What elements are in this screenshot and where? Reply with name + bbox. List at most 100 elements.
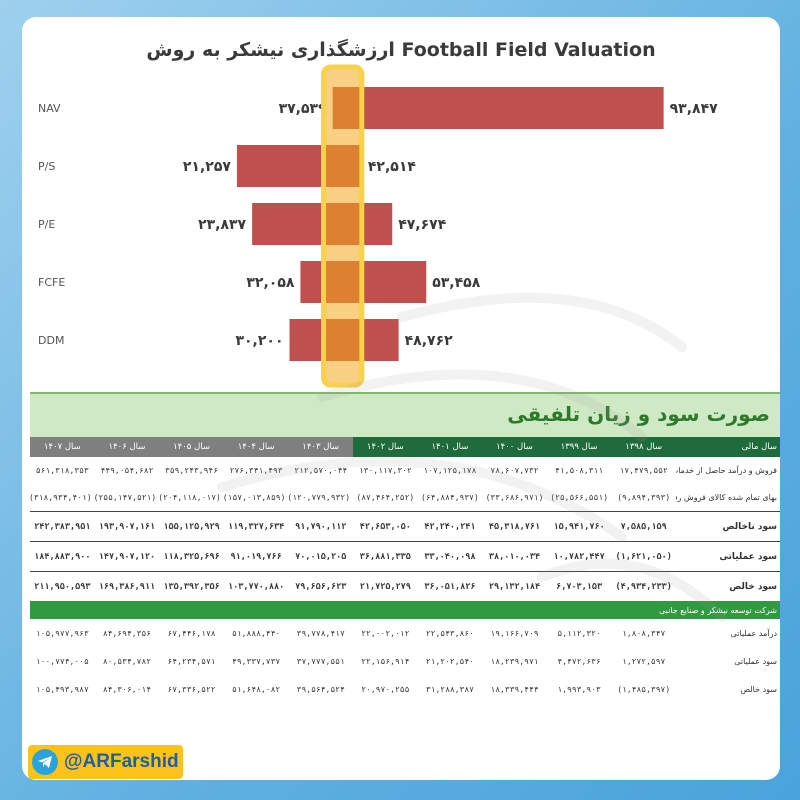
cell-value: ۱۷,۴۷۹,۵۵۲ [619,466,668,475]
cell-value: ۲۴۲,۳۸۳,۹۵۱ [30,511,95,542]
cell-value: ۶,۷۰۳,۱۵۳ [546,571,612,601]
cell-value: ۲۱,۲۰۲,۵۴۰ [425,656,474,666]
cell-value: ۵,۱۱۲,۳۲۰ [557,628,601,638]
cell-value: (۱,۴۸۵,۳۹۷) [617,684,671,694]
table-row: بهای تمام شده کالای فروش رفته (۹,۸۹۴,۳۹۳)… [30,484,780,512]
row-label: سود خالص [676,571,780,601]
cell-value: (۱,۶۲۱,۰۵۰) [611,541,676,572]
category-label: P/S [38,160,55,173]
cell-value: ۳۶,۸۸۱,۳۳۵ [353,541,418,572]
low-value-label: ۳۷,۵۳۹ [279,101,327,117]
row-label: سود عملیاتی [676,541,780,572]
cell-value: ۱۰۰,۷۷۴,۰۰۵ [35,656,89,666]
cell-value: ۱۸,۳۳۹,۴۴۴ [490,684,539,694]
cell-value: ۴۲,۶۵۳,۰۵۰ [353,511,418,542]
cell-value: ۴۵,۳۱۸,۷۶۱ [482,511,547,542]
cell-value: ۱۴۷,۹۰۷,۱۲۰ [94,541,160,572]
cell-value: ۱۰۳,۷۷۰,۸۸۰ [223,571,289,601]
table-row: سود خالص (۴,۹۳۴,۲۳۳) ۶,۷۰۳,۱۵۳ ۲۹,۱۳۲,۱۸۴ ۳۶… [30,571,780,601]
channel-handle-text: @ARFarshid [64,751,179,772]
cell-value: ۱۵۵,۱۲۵,۹۲۹ [159,511,224,542]
year-header: سال ۱۴۰۴ [223,437,289,457]
year-header-row: سال مالی سال ۱۳۹۸ سال ۱۳۹۹ سال ۱۴۰۰ سال ۱۴۰… [30,437,780,457]
highlight-band [321,64,365,388]
cell-value: ۲۷۶,۳۴۱,۴۹۳ [229,466,283,475]
category-label: FCFE [38,276,65,289]
cell-value: ۱۹,۱۶۶,۷۰۹ [490,628,539,638]
table-row: فروش و درآمد حاصل از خدمات ۱۷,۴۷۹,۵۵۲ ۴۱,۵… [30,457,780,484]
cell-value: ۸۰,۵۳۴,۷۸۲ [102,656,152,666]
cell-value: ۲۱,۷۲۵,۲۷۹ [353,571,418,601]
cell-value: ۵۱,۸۸۸,۴۴۰ [232,628,281,638]
cell-value: ۱۳۰,۱۱۷,۳۰۲ [358,466,412,475]
cell-value: ۵۱,۶۴۸,۰۸۲ [232,684,281,694]
subsidiary-title: شرکت توسعه نیشکر و صنایع جانبی [30,601,780,619]
income-statement-table: سال مالی سال ۱۳۹۸ سال ۱۳۹۹ سال ۱۴۰۰ سال ۱۴۰… [30,437,780,703]
table-row: سود خالص (۱,۴۸۵,۳۹۷) ۱,۹۹۳,۹۰۳ ۱۸,۳۳۹,۴۴۴ ۳۱… [30,675,780,703]
cell-value: ۳۸,۰۱۰,۰۳۴ [482,541,547,572]
year-header: سال ۱۴۰۵ [159,437,224,457]
cell-value: ۲۲,۱۵۶,۹۱۴ [361,656,410,666]
table-row: سود عملیاتی (۱,۶۲۱,۰۵۰) ۱۰,۷۸۲,۴۴۷ ۳۸,۰۱۰,۰… [30,541,780,572]
cell-value: ۱۱۹,۳۲۷,۶۳۴ [223,511,289,542]
cell-value: ۳۹,۷۷۸,۴۱۷ [296,628,345,638]
income-statement: صورت سود و زیان تلفیقی سال مالی سال ۱۳۹۸… [30,392,780,703]
year-header: سال ۱۴۰۳ [288,437,354,457]
chart-title: ارزشگذاری نیشکر به روش Football Field Va… [146,39,656,61]
cell-value: ۸۴,۶۹۴,۳۵۶ [102,628,152,638]
cell-value: ۱,۹۹۳,۹۰۳ [557,684,601,694]
high-value-label: ۴۷,۶۷۴ [398,217,446,233]
cell-value: ۷۰,۰۱۵,۲۰۵ [288,541,354,572]
low-value-label: ۲۱,۲۵۷ [183,159,231,175]
cell-value: ۱۳۵,۳۹۲,۳۵۶ [159,571,224,601]
cell-value: ۱۸۴,۸۸۳,۹۰۰ [30,541,95,572]
cell-value: (۲۵,۵۶۶,۵۵۱) [550,493,609,502]
cell-value: (۳۳,۶۸۶,۹۷۱) [485,493,544,502]
income-statement-title: صورت سود و زیان تلفیقی [507,402,770,426]
cell-value: ۴۴۹,۰۵۴,۶۸۲ [100,466,154,475]
card: ارزشگذاری نیشکر به روش Football Field Va… [22,17,780,780]
cell-value: ۲۰,۹۷۰,۲۵۵ [361,684,410,694]
row-label: فروش و درآمد حاصل از خدمات [676,466,777,475]
cell-value: (۱۲۰,۷۷۹,۹۳۲) [288,493,351,502]
cell-value: ۱۱۸,۳۲۵,۶۹۶ [159,541,224,572]
cell-value: ۲۹,۱۳۲,۱۸۴ [482,571,547,601]
cell-value: ۳۷,۷۷۷,۵۵۱ [296,656,345,666]
row-label: سود ناخالص [676,511,780,542]
cell-value: ۴۱,۵۰۸,۳۱۱ [555,466,604,475]
range-bar-nav [332,87,664,129]
cell-value: ۷۹,۶۵۶,۶۲۳ [288,571,354,601]
year-header: سال ۱۴۰۰ [482,437,547,457]
cell-value: ۶۷,۳۳۶,۵۲۲ [167,684,216,694]
cell-value: (۹,۸۹۴,۳۹۳) [617,493,671,502]
cell-value: ۱۰۵,۴۹۳,۹۸۷ [35,684,89,694]
category-label: P/E [38,218,55,231]
row-label: سود خالص [740,684,777,694]
cell-value: ۶۷,۴۴۶,۱۷۸ [167,628,216,638]
cell-value: ۹۱,۷۹۰,۱۱۲ [288,511,354,542]
table-row: سود ناخالص ۷,۵۸۵,۱۵۹ ۱۵,۹۴۱,۷۶۰ ۴۵,۳۱۸,۷۶۱ ۴… [30,511,780,542]
cell-value: ۱۹۳,۹۰۷,۱۶۱ [94,511,160,542]
cell-value: ۴۹,۳۳۷,۷۳۷ [232,656,281,666]
cell-value: ۴,۴۷۲,۶۳۶ [557,656,601,666]
low-value-label: ۳۰,۲۰۰ [235,333,283,349]
row-label: درآمد عملیاتی [730,628,777,638]
cell-value: ۲۲,۰۰۲,۰۱۲ [361,628,410,638]
low-value-label: ۲۳,۸۳۷ [198,217,246,233]
income-statement-header: صورت سود و زیان تلفیقی [30,392,780,437]
category-label: DDM [38,334,64,347]
cell-value: ۵۶۱,۳۱۸,۳۵۳ [35,466,89,475]
cell-value: ۷,۵۸۵,۱۵۹ [611,511,676,542]
cell-value: ۱۰,۷۸۲,۴۴۷ [546,541,612,572]
cell-value: ۷۸,۶۰۷,۷۳۲ [490,466,539,475]
cell-value: (۱۵۷,۰۱۳,۸۵۹) [224,493,286,502]
fiscal-year-header: سال مالی [676,437,780,457]
year-header: سال ۱۳۹۹ [546,437,612,457]
year-header: سال ۱۴۰۷ [30,437,95,457]
cell-value: ۱۵,۹۴۱,۷۶۰ [546,511,612,542]
cell-value: ۱۶۹,۳۸۶,۹۱۱ [94,571,160,601]
channel-handle[interactable]: @ARFarshid [28,745,183,779]
cell-value: (۶۴,۸۸۴,۹۳۷) [421,493,479,502]
cell-value: (۴,۹۳۴,۲۳۳) [611,571,676,601]
year-header: سال ۱۴۰۶ [94,437,160,457]
